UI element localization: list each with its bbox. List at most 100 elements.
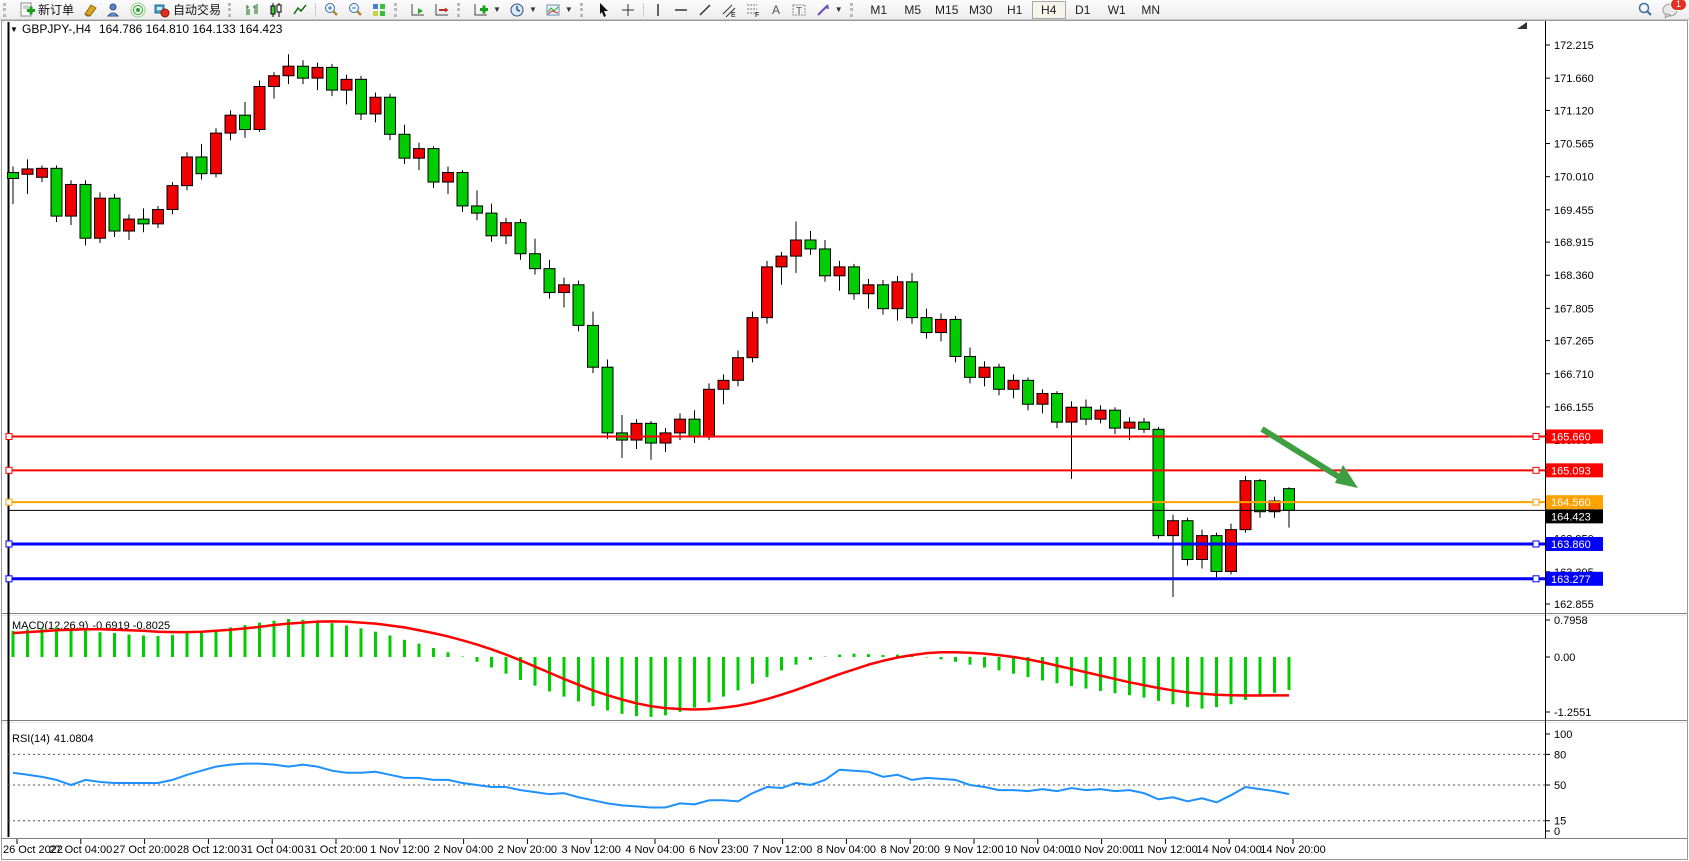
timeframe-M1[interactable]: M1 xyxy=(870,2,888,17)
candle xyxy=(688,418,701,438)
time-label[interactable]: 2 Nov 04:00 xyxy=(434,844,493,856)
time-label[interactable]: 11 Nov 12:00 xyxy=(1133,844,1198,856)
candle xyxy=(703,388,715,438)
candle xyxy=(543,268,556,294)
time-label[interactable]: 3 Nov 12:00 xyxy=(562,844,621,856)
chart-shift-button[interactable] xyxy=(430,1,454,19)
toolbar-grip[interactable] xyxy=(394,2,402,17)
periods-button[interactable]: ▼ xyxy=(505,1,541,19)
timeframe-M15[interactable]: M15 xyxy=(935,2,959,17)
level-handle[interactable] xyxy=(1532,466,1540,474)
rsi-tick-label: 0 xyxy=(1554,826,1560,838)
highlighter-button[interactable] xyxy=(78,1,102,19)
trend-arrow[interactable] xyxy=(1260,426,1341,480)
timeframe-MN[interactable]: MN xyxy=(1141,2,1161,17)
level-handle[interactable] xyxy=(1532,432,1540,440)
autotrading-button[interactable]: 自动交易 xyxy=(150,1,225,19)
chart-shift-marker[interactable] xyxy=(1517,22,1527,29)
highlighter-icon xyxy=(82,2,98,18)
time-label[interactable]: 26 Oct 2022 xyxy=(3,844,63,856)
time-label[interactable]: 10 Nov 20:00 xyxy=(1069,844,1134,856)
candle xyxy=(181,156,193,187)
equidistant-channel-icon: E xyxy=(721,2,737,18)
zoom-out-button[interactable] xyxy=(343,1,367,19)
templates-button[interactable]: ▼ xyxy=(541,1,577,19)
time-label[interactable]: 8 Nov 20:00 xyxy=(881,844,940,856)
timeframe-M5[interactable]: M5 xyxy=(904,2,922,17)
publisher-button[interactable] xyxy=(102,1,126,19)
arrows-button[interactable]: ▼ xyxy=(811,1,847,19)
community-button[interactable]: 1 xyxy=(1657,0,1687,19)
line-chart-icon xyxy=(292,2,308,18)
horizontal-line-button[interactable] xyxy=(669,1,693,19)
time-label[interactable]: 27 Oct 20:00 xyxy=(113,844,176,856)
time-label[interactable]: 14 Nov 04:00 xyxy=(1196,844,1261,856)
indicators-button[interactable]: ▼ xyxy=(469,1,505,19)
time-label[interactable]: 2 Nov 20:00 xyxy=(498,844,557,856)
timeframe-H1[interactable]: H1 xyxy=(1007,2,1023,17)
level-handle[interactable] xyxy=(5,498,13,506)
tile-windows-button[interactable] xyxy=(367,1,391,19)
candle xyxy=(471,205,483,214)
new-order-button[interactable]: 新订单 xyxy=(15,1,78,19)
time-label[interactable]: 10 Nov 04:00 xyxy=(1005,844,1070,856)
auto-scroll-button[interactable] xyxy=(406,1,430,19)
time-label[interactable]: 9 Nov 12:00 xyxy=(944,844,1003,856)
trendline-button[interactable] xyxy=(693,1,717,19)
time-label[interactable]: 1 Nov 12:00 xyxy=(370,844,429,856)
time-label[interactable]: 4 Nov 04:00 xyxy=(625,844,684,856)
timeframe-H4[interactable]: H4 xyxy=(1031,0,1066,19)
vertical-line-button[interactable] xyxy=(647,1,669,19)
fibonacci-button[interactable]: F xyxy=(741,1,765,19)
level-handle[interactable] xyxy=(1532,575,1540,583)
level-handle[interactable] xyxy=(1532,498,1540,506)
text-button[interactable]: A xyxy=(765,1,787,19)
time-label[interactable]: 8 Nov 04:00 xyxy=(817,844,876,856)
zoom-in-button[interactable] xyxy=(319,1,343,19)
trend-arrow-head[interactable] xyxy=(1335,465,1358,488)
cursor-button[interactable] xyxy=(592,1,616,19)
chart-context-toggle[interactable]: ▼ xyxy=(10,25,18,34)
tile-windows-icon xyxy=(371,2,387,18)
search-button[interactable] xyxy=(1633,1,1657,19)
level-handle[interactable] xyxy=(5,432,13,440)
time-label[interactable]: 7 Nov 12:00 xyxy=(753,844,812,856)
timeframe-D1[interactable]: D1 xyxy=(1075,2,1091,17)
text-label-button[interactable]: T xyxy=(787,1,811,19)
signals-button[interactable] xyxy=(126,1,150,19)
price-badge[interactable] xyxy=(1546,495,1603,510)
timeframe-M30[interactable]: M30 xyxy=(969,2,993,17)
candle xyxy=(1167,520,1179,537)
periods-icon xyxy=(509,2,525,18)
level-handle[interactable] xyxy=(5,575,13,583)
price-badge[interactable] xyxy=(1546,463,1603,478)
toolbar-grip[interactable] xyxy=(579,2,588,17)
bar-chart-button[interactable] xyxy=(240,1,264,19)
toolbar-grip[interactable] xyxy=(3,2,11,17)
price-badge[interactable] xyxy=(1546,536,1603,551)
toolbar-grip[interactable] xyxy=(457,2,465,17)
time-label[interactable]: 14 Nov 20:00 xyxy=(1260,844,1325,856)
price-badge[interactable] xyxy=(1546,571,1603,586)
level-handle[interactable] xyxy=(5,540,13,548)
time-label[interactable]: 27 Oct 04:00 xyxy=(49,844,112,856)
candle xyxy=(65,183,77,217)
line-chart-button[interactable] xyxy=(288,1,312,19)
time-label[interactable]: 28 Oct 12:00 xyxy=(177,844,240,856)
price-badge[interactable] xyxy=(1546,429,1603,444)
toolbar-grip[interactable] xyxy=(228,2,236,17)
crosshair-button[interactable] xyxy=(616,1,640,19)
candle xyxy=(935,318,947,334)
time-label[interactable]: 31 Oct 04:00 xyxy=(241,844,304,856)
time-label[interactable]: 31 Oct 20:00 xyxy=(305,844,368,856)
candle xyxy=(920,317,933,334)
candlestick-chart-button[interactable] xyxy=(264,1,288,19)
time-label[interactable]: 6 Nov 23:00 xyxy=(689,844,748,856)
level-handle[interactable] xyxy=(5,466,13,474)
timeframe-W1[interactable]: W1 xyxy=(1107,2,1126,17)
toolbar-grip[interactable] xyxy=(849,2,858,17)
equidistant-channel-button[interactable]: E xyxy=(717,1,741,19)
price-badge[interactable] xyxy=(1546,509,1603,524)
level-handle[interactable] xyxy=(1532,540,1540,548)
